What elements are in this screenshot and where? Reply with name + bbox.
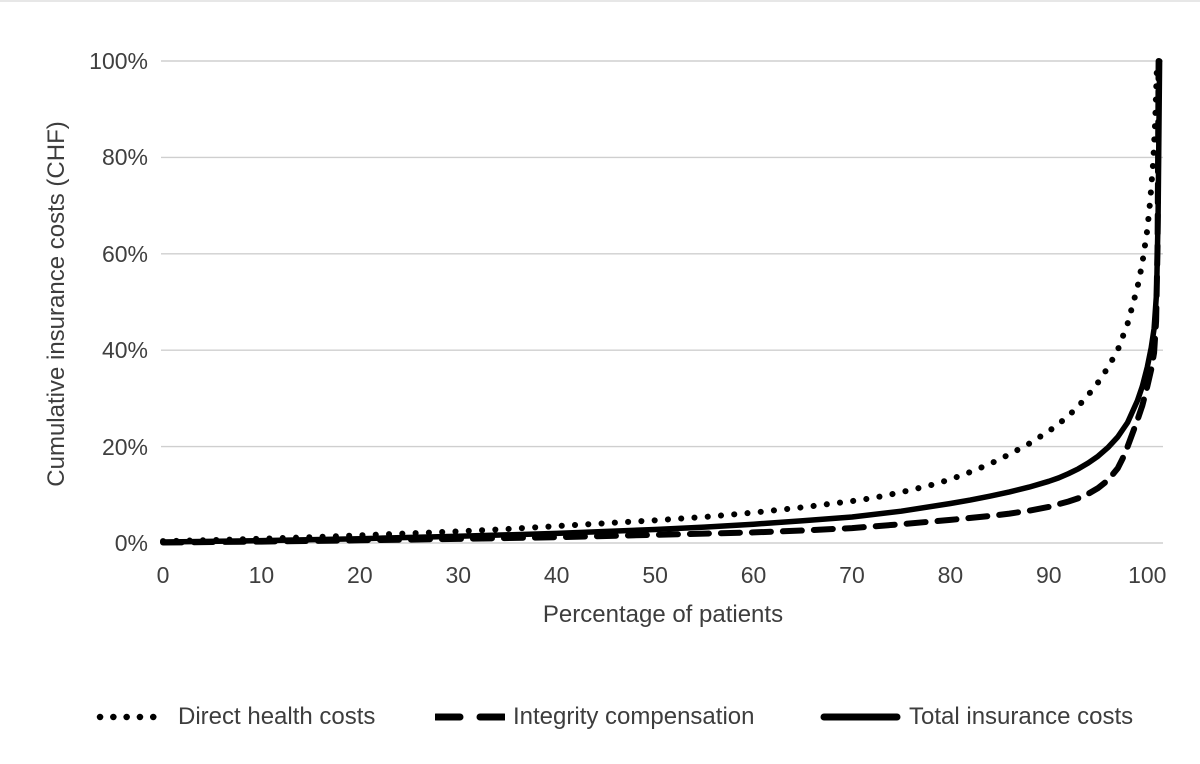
y-tick-label: 60%	[101, 240, 148, 267]
x-tick-label: 60	[740, 562, 767, 588]
x-axis-title: Percentage of patients	[542, 601, 784, 628]
x-tick-label: 100	[1128, 562, 1167, 588]
legend-label: Integrity compensation	[513, 703, 755, 730]
y-tick-label: 40%	[101, 337, 148, 364]
legend-item-total-insurance-costs: Total insurance costs	[820, 702, 1133, 732]
figure-top-border	[0, 0, 1200, 2]
legend-item-integrity-compensation: Integrity compensation	[435, 702, 754, 732]
dotted-line-icon	[96, 713, 170, 721]
series-line-dashed	[160, 58, 1162, 546]
x-tick-label: 10	[248, 562, 275, 588]
legend-item-direct-health-costs: Direct health costs	[96, 702, 375, 732]
y-tick-label: 0%	[114, 530, 148, 556]
x-tick-label: 70	[839, 562, 865, 588]
legend-label: Direct health costs	[178, 703, 376, 730]
x-tick-label: 20	[347, 562, 373, 588]
legend-label: Total insurance costs	[909, 703, 1134, 730]
series-line-solid	[160, 58, 1163, 545]
series-lines	[160, 58, 1163, 546]
series-line-dotted	[160, 58, 1161, 545]
gridlines	[161, 60, 1163, 544]
dashed-line-icon	[435, 713, 505, 721]
x-tick-label: 80	[937, 562, 964, 588]
y-tick-label: 20%	[101, 433, 148, 460]
y-tick-label: 100%	[89, 48, 148, 74]
x-tick-label: 0	[156, 562, 170, 588]
y-tick-label: 80%	[101, 144, 148, 171]
solid-line-icon	[820, 713, 901, 721]
x-tick-label: 90	[1036, 562, 1062, 588]
y-axis-title: Cumulative insurance costs (CHF)	[43, 121, 70, 487]
x-tick-label: 40	[543, 562, 570, 588]
x-tick-label: 50	[642, 562, 668, 588]
x-tick-label: 30	[445, 562, 472, 588]
